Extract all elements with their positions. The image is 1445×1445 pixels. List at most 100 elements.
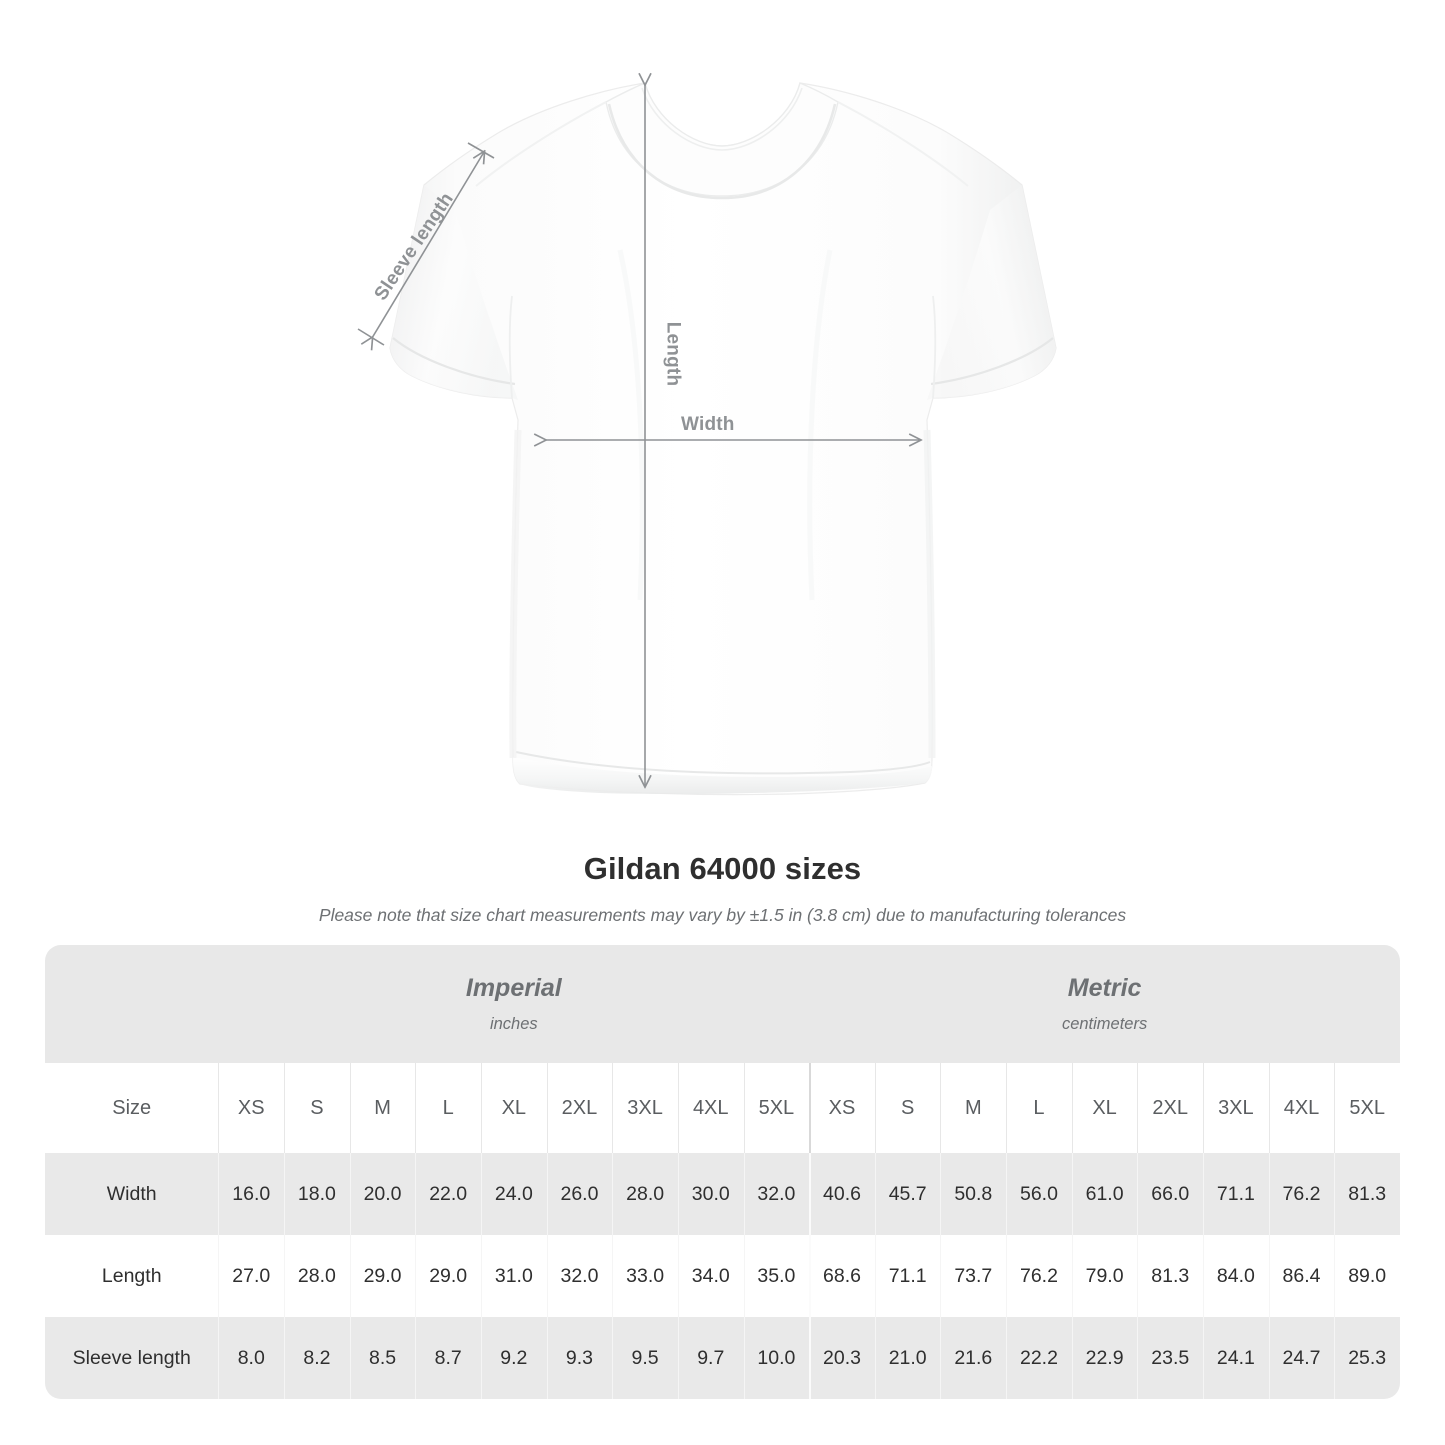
cell-width-m-metric: 50.8 (940, 1153, 1007, 1235)
system-name: Imperial (465, 974, 562, 1002)
cell-sleeve-length-4xl-imperial: 9.7 (677, 1317, 744, 1399)
column-header-xl-imperial: XL (481, 1063, 547, 1153)
cell-width-s-metric: 45.7 (874, 1153, 941, 1235)
cell-width-3xl-metric: 71.1 (1203, 1153, 1269, 1235)
system-name: Metric (1067, 974, 1142, 1002)
sleeve-length-tick-top (467, 142, 495, 159)
column-header-xs-imperial: XS (218, 1063, 285, 1153)
cell-sleeve-length-l-imperial: 8.7 (415, 1317, 481, 1399)
column-header-2xl-imperial: 2XL (546, 1063, 613, 1153)
table-row: Width 16.0 18.0 20.0 22.0 24.0 26.0 28.0 30.0 32.… (45, 1153, 1400, 1235)
cell-sleeve-length-m-metric: 21.6 (940, 1317, 1007, 1399)
cell-length-xs-imperial: 27.0 (218, 1235, 285, 1317)
cell-width-xl-imperial: 24.0 (481, 1153, 547, 1235)
cell-width-l-metric: 56.0 (1006, 1153, 1072, 1235)
column-header-s-metric: S (874, 1063, 941, 1153)
table-row: Length 27.0 28.0 29.0 29.0 31.0 32.0 33.0 34.0 35… (45, 1235, 1400, 1317)
cell-width-s-imperial: 18.0 (284, 1153, 350, 1235)
size-chart-container: Imperial inches Metric centimeters Size XS S M L… (45, 945, 1400, 1399)
cell-length-xl-imperial: 31.0 (481, 1235, 547, 1317)
cell-sleeve-length-xl-metric: 22.9 (1071, 1317, 1138, 1399)
column-header-5xl-imperial: 5XL (743, 1063, 810, 1153)
cell-length-4xl-imperial: 34.0 (677, 1235, 744, 1317)
column-header-size: Size (45, 1063, 219, 1153)
cell-length-m-metric: 73.7 (940, 1235, 1007, 1317)
tolerance-note: Please note that size chart measurements… (318, 905, 1127, 925)
cell-sleeve-length-2xl-imperial: 9.3 (546, 1317, 613, 1399)
cell-length-s-imperial: 28.0 (284, 1235, 350, 1317)
column-header-2xl-metric: 2XL (1137, 1063, 1204, 1153)
cell-sleeve-length-5xl-imperial: 10.0 (743, 1317, 810, 1399)
column-header-xs-metric: XS (809, 1063, 875, 1153)
cell-length-5xl-imperial: 35.0 (743, 1235, 810, 1317)
cell-width-xl-metric: 61.0 (1071, 1153, 1138, 1235)
row-header-length: Length (45, 1235, 219, 1317)
row-header-width: Width (45, 1153, 219, 1235)
cell-sleeve-length-3xl-imperial: 9.5 (612, 1317, 678, 1399)
cell-width-l-imperial: 22.0 (415, 1153, 481, 1235)
system-header-metric: Metric centimeters (809, 945, 1400, 1063)
column-header-xl-metric: XL (1071, 1063, 1138, 1153)
cell-sleeve-length-2xl-metric: 23.5 (1137, 1317, 1204, 1399)
cell-sleeve-length-s-imperial: 8.2 (284, 1317, 350, 1399)
sleeve-length-arrow (372, 152, 484, 338)
system-header-imperial: Imperial inches (218, 945, 810, 1063)
cell-length-m-imperial: 29.0 (349, 1235, 416, 1317)
cell-width-2xl-metric: 66.0 (1137, 1153, 1204, 1235)
cell-length-2xl-metric: 81.3 (1137, 1235, 1204, 1317)
cell-sleeve-length-5xl-metric: 25.3 (1334, 1317, 1400, 1399)
cell-width-4xl-imperial: 30.0 (677, 1153, 744, 1235)
shirt-diagram: Sleeve length Length Width (357, 0, 1057, 796)
cell-width-5xl-imperial: 32.0 (743, 1153, 810, 1235)
column-header-l-imperial: L (415, 1063, 481, 1153)
column-header-4xl-metric: 4XL (1268, 1063, 1335, 1153)
system-band-spacer (45, 945, 219, 1063)
chart-heading-block: Gildan 64000 sizes Please note that size… (0, 848, 1445, 928)
column-header-m-imperial: M (349, 1063, 416, 1153)
row-header-sleeve-length: Sleeve length (45, 1317, 219, 1399)
cell-sleeve-length-l-metric: 22.2 (1006, 1317, 1072, 1399)
cell-length-xs-metric: 68.6 (809, 1235, 875, 1317)
system-unit: centimeters (1061, 1015, 1148, 1033)
cell-width-4xl-metric: 76.2 (1268, 1153, 1335, 1235)
shirt-illustration (357, 0, 1057, 796)
cell-width-3xl-imperial: 28.0 (612, 1153, 678, 1235)
cell-length-2xl-imperial: 32.0 (546, 1235, 613, 1317)
cell-length-5xl-metric: 89.0 (1334, 1235, 1400, 1317)
sleeve-length-tick-bottom (357, 328, 385, 346)
cell-length-4xl-metric: 86.4 (1268, 1235, 1335, 1317)
cell-width-xs-metric: 40.6 (809, 1153, 875, 1235)
cell-sleeve-length-s-metric: 21.0 (874, 1317, 941, 1399)
shirt-body-shape (389, 82, 1057, 796)
cell-sleeve-length-xs-metric: 20.3 (809, 1317, 875, 1399)
width-label: Width (681, 414, 735, 435)
cell-length-l-metric: 76.2 (1006, 1235, 1072, 1317)
size-header-row: Size XS S M L XL 2XL 3XL 4XL 5XL XS S M L XL 2XL 3XL 4XL 5… (45, 1063, 1400, 1153)
size-chart-table: Imperial inches Metric centimeters Size XS S M L… (45, 945, 1400, 1399)
cell-width-m-imperial: 20.0 (349, 1153, 416, 1235)
cell-sleeve-length-3xl-metric: 24.1 (1203, 1317, 1269, 1399)
column-header-3xl-imperial: 3XL (612, 1063, 678, 1153)
cell-length-3xl-metric: 84.0 (1203, 1235, 1269, 1317)
cell-width-xs-imperial: 16.0 (218, 1153, 285, 1235)
cell-sleeve-length-4xl-metric: 24.7 (1268, 1317, 1335, 1399)
cell-length-l-imperial: 29.0 (415, 1235, 481, 1317)
cell-length-s-metric: 71.1 (874, 1235, 941, 1317)
column-header-s-imperial: S (284, 1063, 350, 1153)
cell-width-5xl-metric: 81.3 (1334, 1153, 1400, 1235)
cell-width-2xl-imperial: 26.0 (546, 1153, 613, 1235)
system-unit: inches (489, 1015, 538, 1033)
column-header-4xl-imperial: 4XL (677, 1063, 744, 1153)
column-header-l-metric: L (1006, 1063, 1072, 1153)
cell-sleeve-length-xs-imperial: 8.0 (218, 1317, 285, 1399)
length-label: Length (662, 321, 684, 387)
dimension-annotations (357, 84, 920, 786)
column-header-3xl-metric: 3XL (1203, 1063, 1269, 1153)
cell-sleeve-length-m-imperial: 8.5 (349, 1317, 416, 1399)
cell-sleeve-length-xl-imperial: 9.2 (481, 1317, 547, 1399)
table-row: Sleeve length 8.0 8.2 8.5 8.7 9.2 9.3 9.5 9.7 10.… (45, 1317, 1400, 1399)
page-title: Gildan 64000 sizes (583, 851, 862, 886)
cell-length-3xl-imperial: 33.0 (612, 1235, 678, 1317)
cell-length-xl-metric: 79.0 (1071, 1235, 1138, 1317)
column-header-m-metric: M (940, 1063, 1007, 1153)
